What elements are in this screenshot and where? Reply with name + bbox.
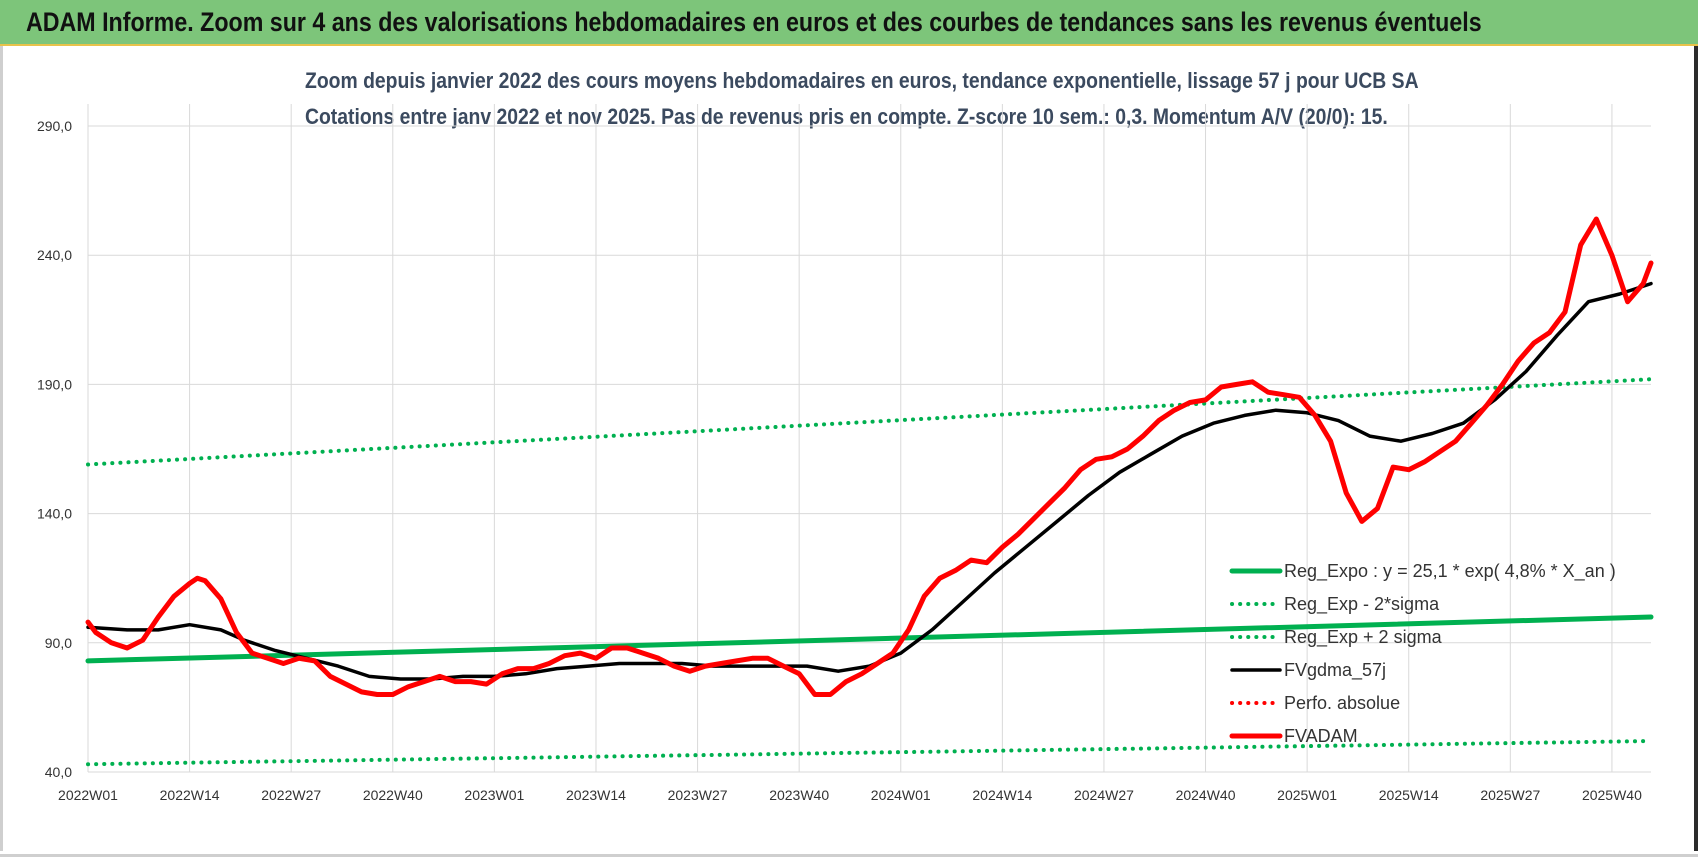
- legend-label: FVgdma_57j: [1284, 660, 1386, 681]
- frame-right-edge: [1694, 46, 1698, 851]
- grid-layer: [87, 104, 1651, 773]
- x-tick-label: 2023W14: [566, 787, 626, 803]
- banner-title: ADAM Informe. Zoom sur 4 ans des valoris…: [26, 7, 1482, 37]
- frame-bottom-edge: [0, 854, 1698, 857]
- legend-label: Perfo. absolue: [1284, 693, 1400, 713]
- y-tick-label: 190,0: [37, 376, 72, 392]
- y-tick-label: 240,0: [37, 247, 72, 263]
- x-tick-label: 2024W27: [1074, 787, 1134, 803]
- y-tick-label: 140,0: [37, 506, 72, 522]
- y-tick-label: 290,0: [37, 118, 72, 134]
- x-tick-label: 2023W40: [769, 787, 829, 803]
- x-tick-label: 2025W40: [1582, 787, 1642, 803]
- legend-label: FVADAM: [1284, 726, 1358, 746]
- x-tick-label: 2023W01: [464, 787, 524, 803]
- axis-layer: 40,0 90,0 140,0 190,0 240,0 290,0 2022W01 2022W…: [37, 118, 1642, 803]
- legend-label: Reg_Exp + 2 sigma: [1284, 627, 1443, 648]
- x-tick-label: 2025W14: [1379, 787, 1439, 803]
- x-tick-label: 2022W27: [261, 787, 321, 803]
- series-line-fvadam: [85, 216, 1654, 697]
- x-tick-label: 2023W27: [668, 787, 728, 803]
- legend-label: Reg_Exp - 2*sigma: [1284, 594, 1440, 615]
- x-tick-label: 2025W01: [1277, 787, 1337, 803]
- series-line-reg-exp-2-sigma: [86, 377, 1653, 467]
- series-line-reg-expo-y-25-1-exp-4-8-x-an: [85, 614, 1654, 664]
- x-tick-label: 2022W14: [160, 787, 220, 803]
- chart-title-line-2: Cotations entre janv 2022 et nov 2025. P…: [305, 104, 1388, 129]
- x-tick-label: 2024W14: [972, 787, 1032, 803]
- x-tick-label: 2025W27: [1480, 787, 1540, 803]
- frame-left-edge: [0, 46, 3, 851]
- legend-layer: Reg_Expo : y = 25,1 * exp( 4,8% * X_an )…: [1229, 561, 1616, 746]
- x-tick-label: 2022W40: [363, 787, 423, 803]
- y-tick-label: 40,0: [45, 764, 72, 780]
- series-layer: [85, 216, 1654, 767]
- series-line-fvgdma-57j: [86, 281, 1653, 681]
- series-line-reg-exp-2-sigma: [86, 739, 1653, 767]
- x-tick-label: 2024W01: [871, 787, 931, 803]
- x-tick-label: 2024W40: [1176, 787, 1236, 803]
- x-tick-label: 2022W01: [58, 787, 118, 803]
- legend-label: Reg_Expo : y = 25,1 * exp( 4,8% * X_an ): [1284, 561, 1616, 582]
- chart-title-line-1: Zoom depuis janvier 2022 des cours moyen…: [305, 68, 1419, 93]
- title-banner: ADAM Informe. Zoom sur 4 ans des valoris…: [0, 0, 1698, 46]
- y-tick-label: 90,0: [45, 635, 72, 651]
